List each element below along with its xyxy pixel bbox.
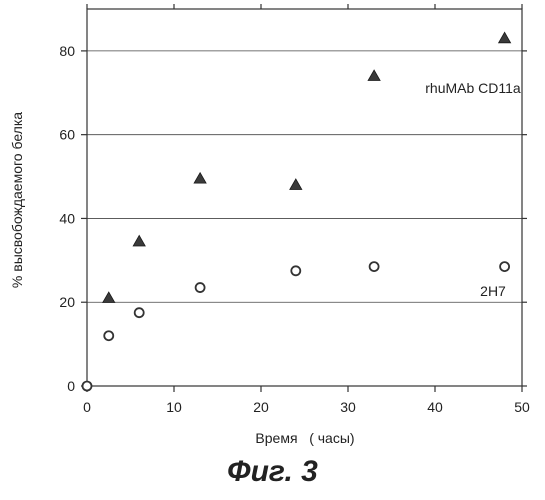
- x-tick-label-20: 20: [253, 399, 269, 415]
- y-tick-label-80: 80: [59, 43, 75, 59]
- point-rhumab-2: [194, 173, 206, 184]
- point-2h7-3: [196, 283, 205, 292]
- y-tick-label-40: 40: [59, 210, 75, 226]
- point-2h7-2: [135, 308, 144, 317]
- chart: 0 20 40 60 80 0 10 20 30 40 50 rhuMAb CD11a 2H7 Вр…: [0, 0, 545, 455]
- y-tick-label-0: 0: [67, 378, 75, 394]
- y-tick-label-60: 60: [59, 127, 75, 143]
- x-axis-label: Время ( часы): [255, 430, 354, 446]
- series-label-2h7: 2H7: [480, 283, 506, 299]
- x-tick-label-0: 0: [83, 399, 91, 415]
- plot-frame: [87, 9, 522, 386]
- x-tick-label-50: 50: [514, 399, 530, 415]
- x-tick-label-10: 10: [166, 399, 182, 415]
- point-rhumab-0: [103, 292, 115, 303]
- point-rhumab-5: [499, 32, 511, 43]
- y-axis-label: % высвобождаемого белка: [9, 112, 25, 288]
- x-tick-label-40: 40: [427, 399, 443, 415]
- axis-ticks: 0 20 40 60 80 0 10 20 30 40 50: [59, 4, 530, 415]
- figure-caption: Фиг. 3: [0, 455, 545, 489]
- series-label-rhumab: rhuMAb CD11a: [425, 80, 521, 96]
- point-2h7-4: [291, 266, 300, 275]
- point-2h7-1: [104, 331, 113, 340]
- point-rhumab-3: [290, 179, 302, 190]
- y-tick-label-20: 20: [59, 294, 75, 310]
- point-rhumab-4: [368, 70, 380, 81]
- point-2h7-5: [370, 262, 379, 271]
- point-2h7-6: [500, 262, 509, 271]
- x-tick-label-30: 30: [340, 399, 356, 415]
- point-rhumab-1: [133, 235, 145, 246]
- point-2h7-0: [83, 382, 92, 391]
